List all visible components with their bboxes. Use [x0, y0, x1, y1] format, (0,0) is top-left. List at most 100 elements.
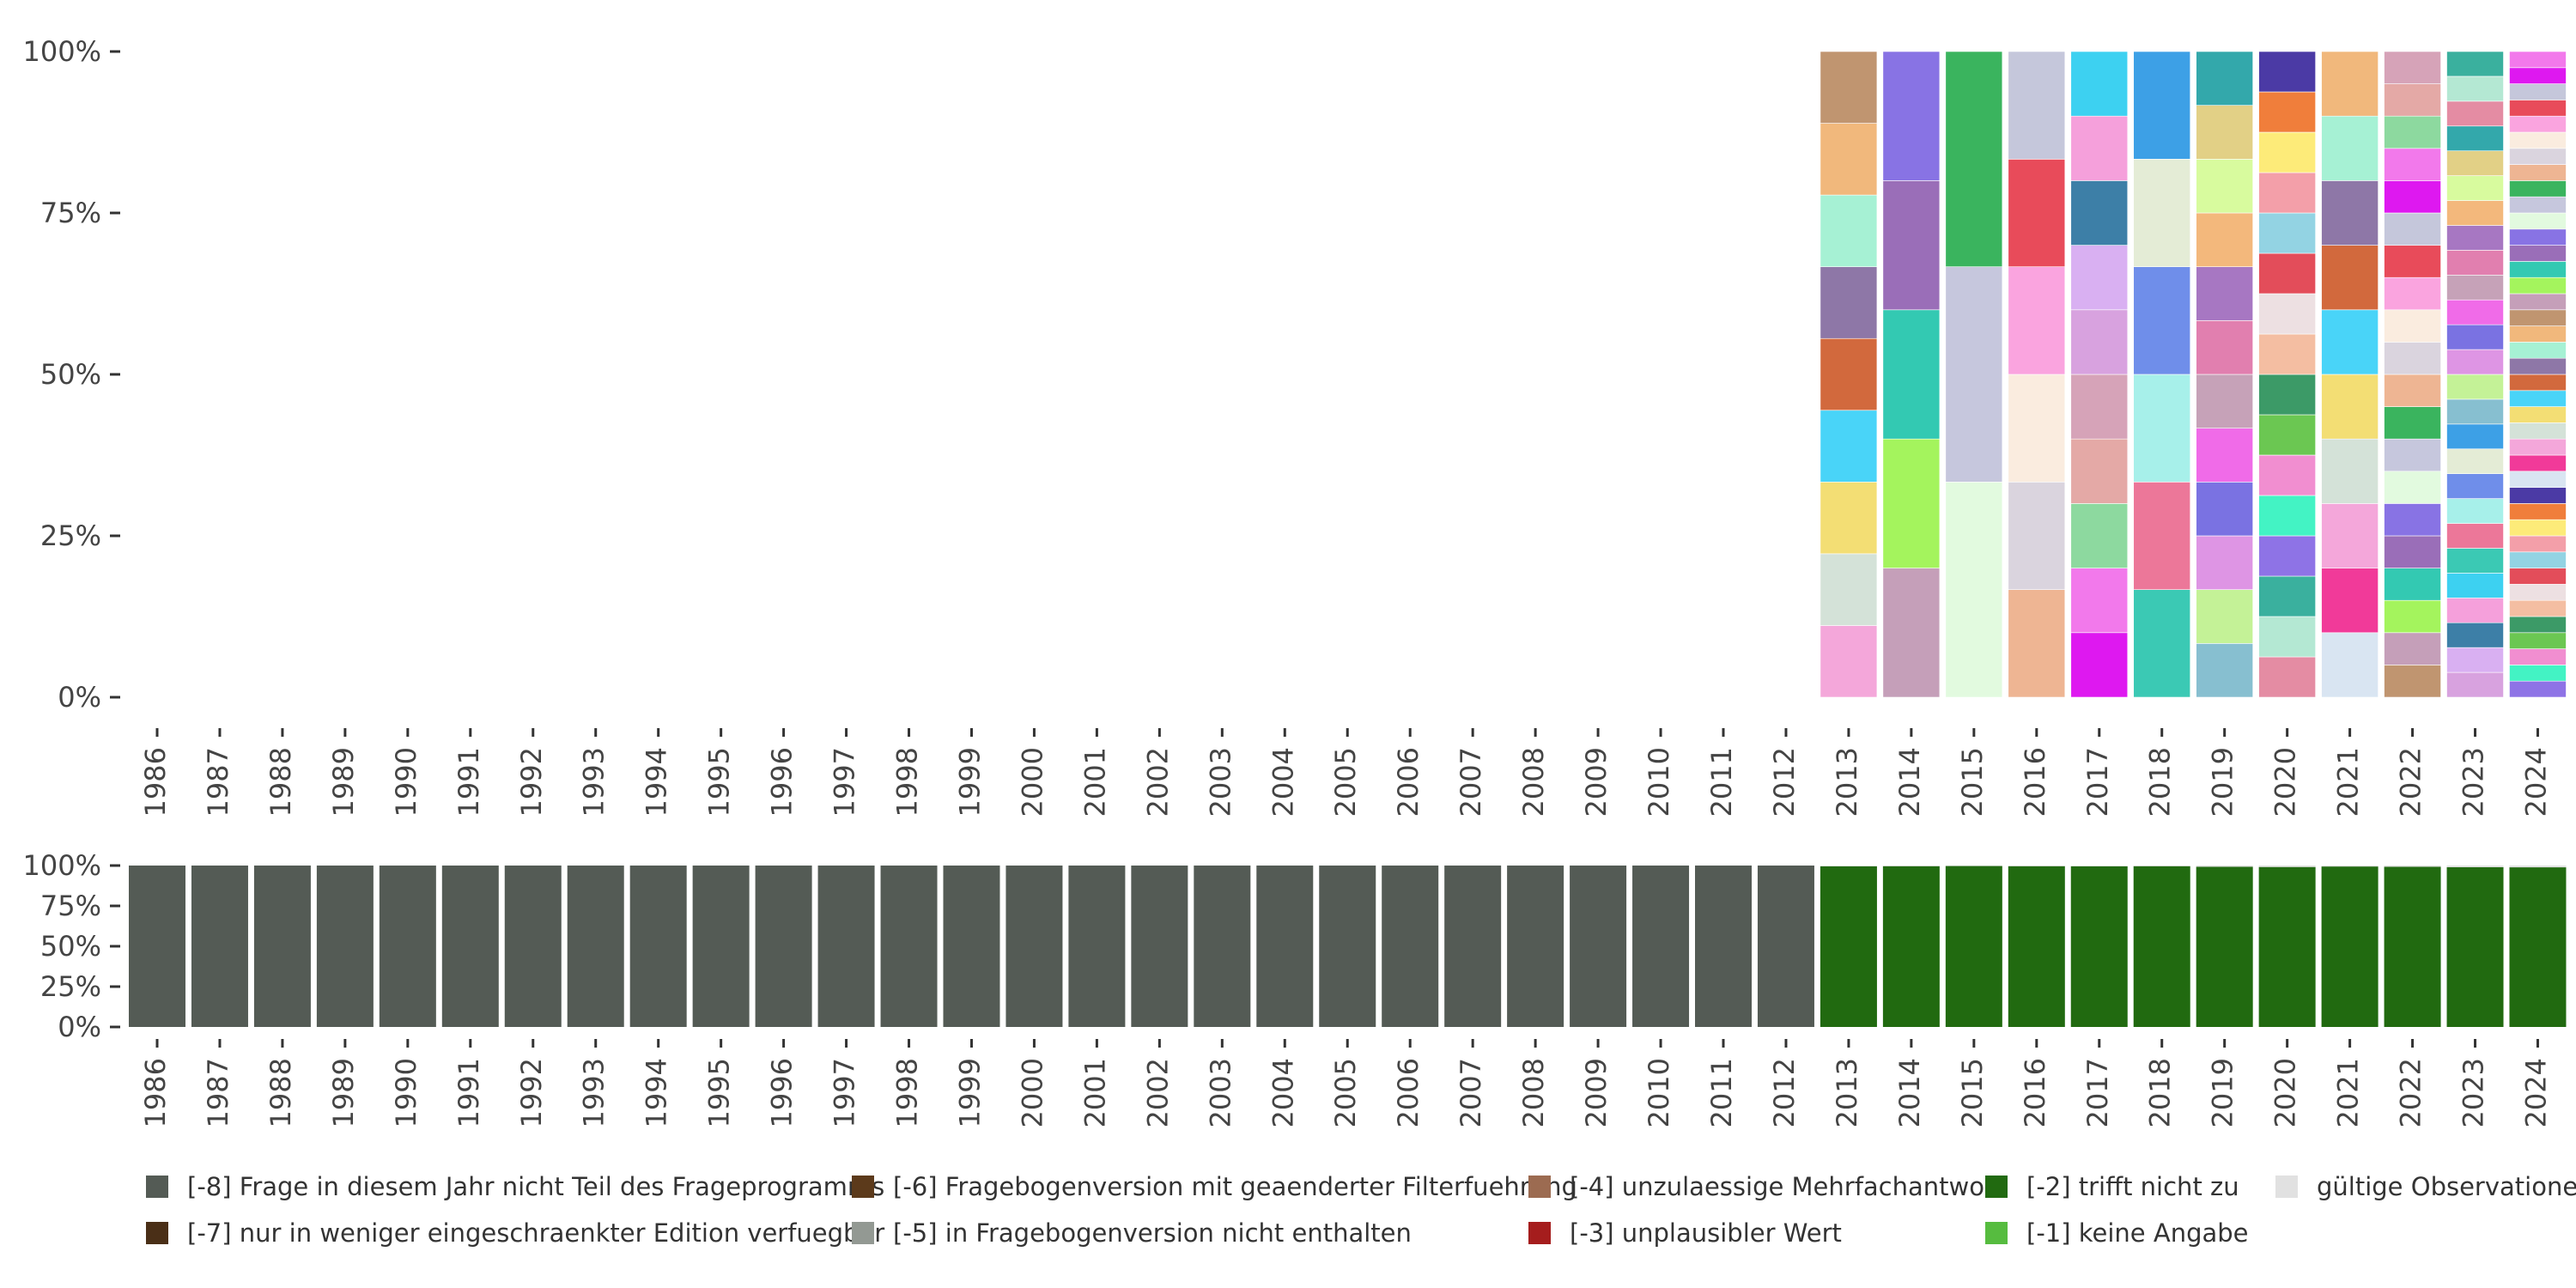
bottom-y-tick-label: 75% [40, 890, 101, 922]
top-bar-segment-2019-3 [2196, 535, 2253, 590]
legend-swatch [1528, 1222, 1551, 1244]
top-bar-segment-2024-15 [2509, 454, 2567, 472]
top-bar-segment-2024-27 [2509, 261, 2567, 278]
top-bar-segment-2023-16 [2446, 299, 2504, 325]
top-bar-segment-2022-19 [2384, 83, 2441, 117]
stacked-bar-chart: 0% 25% 50% 75% 100% 1986 1987 1988 1989 1990 1991 1… [23, 35, 2567, 1127]
legend-item: [-8] Frage in diesem Jahr nicht Teil des… [146, 1172, 884, 1201]
top-bar-segment-2021-5 [2321, 374, 2379, 440]
bottom-panel-missing-codes: 0% 25% 50% 75% 100% 1986 1987 1988 1989 1990 1991 1… [23, 849, 2567, 1127]
top-bar-segment-2013-1 [1820, 625, 1878, 698]
top-bar-segment-2020-8 [2258, 374, 2316, 416]
top-x-tick-label: 2011 [1705, 747, 1738, 817]
bottom-bar-2014--2-trifft-nicht-zu [1882, 866, 1940, 1027]
top-bar-segment-2024-1 [2509, 680, 2567, 698]
bottom-bar-2013--2-trifft-nicht-zu [1820, 866, 1877, 1027]
top-bar-segment-2014-2 [1882, 438, 1941, 568]
top-bar-segment-2023-19 [2446, 225, 2504, 251]
top-x-tick-label: 2010 [1643, 747, 1675, 817]
top-x-tick-label: 2020 [2269, 747, 2302, 817]
legend-item: [-3] unplausibler Wert [1528, 1218, 1842, 1248]
top-bar-segment-2024-3 [2509, 648, 2567, 665]
legend-item: gültige Observationen [2275, 1172, 2576, 1201]
bottom-x-tick-label: 2023 [2458, 1058, 2490, 1127]
top-x-tick-label: 1995 [703, 747, 736, 817]
bottom-x-tick-label: 2000 [1016, 1058, 1048, 1127]
top-bar-segment-2018-6 [2133, 51, 2191, 160]
bottom-x-tick-label: 1991 [453, 1058, 485, 1127]
top-bar-segment-2023-5 [2446, 573, 2504, 598]
top-x-tick-label: 1994 [641, 747, 673, 817]
top-bar-segment-2019-6 [2196, 374, 2253, 428]
top-panel-valid-answers: 0% 25% 50% 75% 100% 1986 1987 1988 1989 1990 1991 1… [23, 35, 2567, 817]
bottom-x-tick-label: 2012 [1768, 1058, 1801, 1127]
top-bar-segment-2022-10 [2384, 374, 2441, 407]
top-bar-segment-2015-1 [1945, 482, 2003, 698]
top-bar-segment-2021-9 [2321, 115, 2379, 181]
top-bar-segment-2020-2 [2258, 616, 2316, 658]
top-bar-segment-2024-12 [2509, 503, 2567, 520]
top-bar-segment-2021-2 [2321, 568, 2379, 634]
top-x-tick-label: 2006 [1392, 747, 1425, 817]
legend-swatch [852, 1176, 874, 1198]
top-bar-segment-2024-35 [2509, 131, 2567, 149]
top-bar-segment-2024-2 [2509, 665, 2567, 682]
bottom-x-tick-label: 2010 [1643, 1058, 1675, 1127]
top-bar-segment-2017-6 [2070, 309, 2129, 375]
bottom-bar-2009--8-frage-in-diesem-jahr-nicht-teil-des-frageprogramms [1570, 866, 1627, 1027]
top-bar-segment-2021-1 [2321, 632, 2379, 698]
bottom-bar-1996--8-frage-in-diesem-jahr-nicht-teil-des-frageprogramms [755, 866, 812, 1027]
legend-swatch [1528, 1176, 1551, 1198]
top-bar-segment-2016-3 [2008, 374, 2066, 483]
top-bar-segment-2023-1 [2446, 671, 2504, 698]
top-bar-segment-2022-3 [2384, 599, 2441, 634]
top-bar-segment-2023-21 [2446, 175, 2504, 201]
bottom-x-tick-label: 2002 [1141, 1058, 1174, 1127]
top-bar-segment-2020-13 [2258, 172, 2316, 214]
top-bar-segment-2022-4 [2384, 568, 2441, 601]
top-x-tick-label: 2012 [1768, 747, 1801, 817]
bottom-x-tick-label: 1988 [264, 1058, 297, 1127]
top-bar-segment-2013-4 [1820, 410, 1878, 483]
top-x-tick-label: 2018 [2144, 747, 2177, 817]
top-bar-segment-2020-16 [2258, 51, 2316, 93]
legend-item: [-1] keine Angabe [1985, 1218, 2249, 1248]
top-bar-segment-2024-13 [2509, 487, 2567, 504]
top-bar-segment-2024-33 [2509, 164, 2567, 181]
top-bar-segment-2013-9 [1820, 51, 1878, 124]
top-x-tick-label: 1997 [829, 747, 861, 817]
bottom-bar-1988--8-frage-in-diesem-jahr-nicht-teil-des-frageprogramms [253, 866, 311, 1027]
top-bar-segment-2022-20 [2384, 51, 2441, 84]
top-bar-segment-2024-39 [2509, 67, 2567, 84]
top-bar-segment-2014-3 [1882, 309, 1941, 440]
top-bar-segment-2023-23 [2446, 125, 2504, 151]
bottom-x-tick-label: 2003 [1204, 1058, 1236, 1127]
top-bar-segment-2024-32 [2509, 180, 2567, 197]
legend-label: [-7] nur in weniger eingeschraenkter Edi… [187, 1218, 885, 1248]
top-x-tick-label: 2013 [1831, 747, 1863, 817]
top-x-tick-label: 2007 [1455, 747, 1487, 817]
top-bar-segment-2024-14 [2509, 471, 2567, 488]
top-bar-segment-2018-4 [2133, 266, 2191, 375]
legend-swatch [146, 1176, 168, 1198]
legend-label: [-6] Fragebogenversion mit geaenderter F… [893, 1172, 1577, 1201]
legend-swatch [852, 1222, 874, 1244]
top-bar-segment-2023-4 [2446, 598, 2504, 623]
bottom-x-tick-label: 2015 [1956, 1058, 1989, 1127]
top-x-tick-label: 1999 [953, 747, 986, 817]
top-bar-segment-2021-10 [2321, 51, 2379, 117]
top-bar-segment-2022-16 [2384, 180, 2441, 214]
top-bar-segment-2022-6 [2384, 503, 2441, 537]
top-bar-segment-2022-5 [2384, 535, 2441, 568]
top-bar-segment-2018-5 [2133, 159, 2191, 267]
top-x-tick-label: 2001 [1078, 747, 1111, 817]
bottom-x-tick-label: 1995 [703, 1058, 736, 1127]
bottom-x-tick-label: 1994 [641, 1058, 673, 1127]
top-bar-segment-2016-6 [2008, 51, 2066, 160]
bottom-bar-1998--8-frage-in-diesem-jahr-nicht-teil-des-frageprogramms [880, 866, 938, 1027]
top-bar-segment-2021-7 [2321, 245, 2379, 311]
bottom-x-tick-label: 1986 [139, 1058, 172, 1127]
top-bar-segment-2022-18 [2384, 115, 2441, 149]
bottom-x-tick-label: 1997 [829, 1058, 861, 1127]
top-bar-segment-2021-3 [2321, 503, 2379, 568]
